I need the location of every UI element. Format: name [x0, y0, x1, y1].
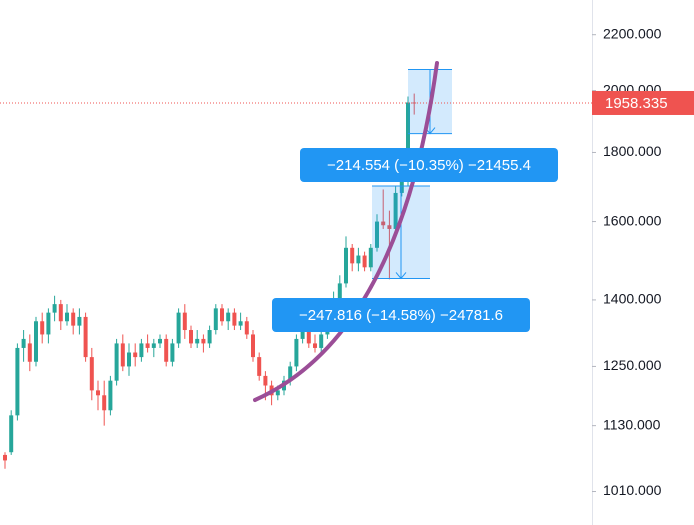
y-tick-label: 1400.000	[603, 291, 662, 307]
price-axis: 2200.0002000.0001800.0001600.0001400.000…	[592, 25, 694, 498]
candle-body	[201, 338, 206, 344]
candle-body	[170, 343, 175, 362]
candle-body	[306, 330, 311, 344]
candle-body	[213, 308, 218, 331]
candle-body	[114, 343, 119, 381]
candle-body	[294, 338, 299, 367]
candle-body	[120, 343, 125, 367]
candle-body	[226, 312, 231, 322]
candle-body	[251, 334, 255, 358]
candle-body	[71, 312, 76, 326]
candle-body	[275, 390, 280, 396]
measure-labels: −214.554 (−10.35%) −21455.4 −247.816 (−14…	[272, 148, 558, 332]
candle-body	[96, 390, 100, 396]
last-price-label: 1958.335	[605, 95, 668, 112]
candle-body	[195, 338, 200, 344]
measure-arrowhead	[395, 272, 407, 280]
candle-body	[393, 192, 398, 229]
drawn-curve	[253, 61, 439, 402]
candle-body	[244, 321, 249, 335]
measure-label: −214.554 (−10.35%) −21455.4	[327, 157, 531, 174]
y-tick-label: 1130.000	[603, 416, 661, 432]
candle-body	[108, 380, 113, 411]
candle-body	[21, 338, 26, 348]
candle-body	[337, 283, 342, 300]
candle-body	[207, 330, 212, 344]
candle-body	[15, 347, 20, 416]
y-tick-label: 1600.000	[603, 212, 662, 228]
measure-label: −247.816 (−14.58%) −24781.6	[299, 307, 503, 324]
candle-body	[151, 343, 156, 348]
candle-body	[387, 225, 392, 229]
candle-body	[139, 343, 144, 358]
measure-label-box	[300, 148, 558, 182]
candle-body	[65, 312, 69, 322]
candle-body	[220, 308, 224, 322]
y-tick-label: 2200.000	[603, 25, 662, 41]
candle-body	[102, 395, 107, 411]
candle-body	[3, 454, 7, 461]
candle-body	[257, 357, 262, 376]
candle-body	[406, 102, 410, 180]
candle-body	[375, 221, 379, 248]
candle-body	[356, 255, 361, 264]
candle-body	[189, 330, 193, 344]
candle-body	[145, 343, 150, 348]
y-tick-label: 1010.000	[603, 482, 662, 498]
candle-body	[344, 247, 348, 284]
candle-body	[34, 321, 38, 362]
candle-body	[27, 343, 32, 362]
candle-body	[158, 338, 162, 344]
candle-body	[362, 255, 367, 268]
candle-body	[58, 304, 63, 322]
y-tick-label: 1250.000	[603, 357, 662, 373]
candle-body	[319, 334, 324, 348]
candle-body	[300, 330, 305, 339]
candle-body	[288, 366, 293, 381]
candle-body	[9, 415, 14, 453]
candle-body	[381, 221, 386, 226]
candle-body	[182, 312, 187, 331]
candle-body	[52, 304, 57, 313]
candle-body	[350, 247, 355, 264]
measure-label-box	[272, 298, 530, 332]
candle-body	[238, 321, 243, 326]
last-price-box	[592, 90, 694, 115]
candle-body	[164, 338, 169, 362]
candle-body	[133, 352, 138, 358]
candle-body	[46, 312, 51, 335]
candle-body	[127, 352, 131, 367]
candle-body	[263, 375, 268, 386]
candle-body	[77, 316, 82, 326]
candle-body	[40, 321, 45, 335]
candle-body	[313, 343, 317, 348]
candle-body	[83, 316, 88, 358]
candle-body	[368, 247, 373, 268]
candle-body	[232, 312, 237, 326]
candle-body	[89, 357, 94, 391]
candle-body	[176, 312, 181, 344]
y-tick-label: 1800.000	[603, 143, 662, 159]
